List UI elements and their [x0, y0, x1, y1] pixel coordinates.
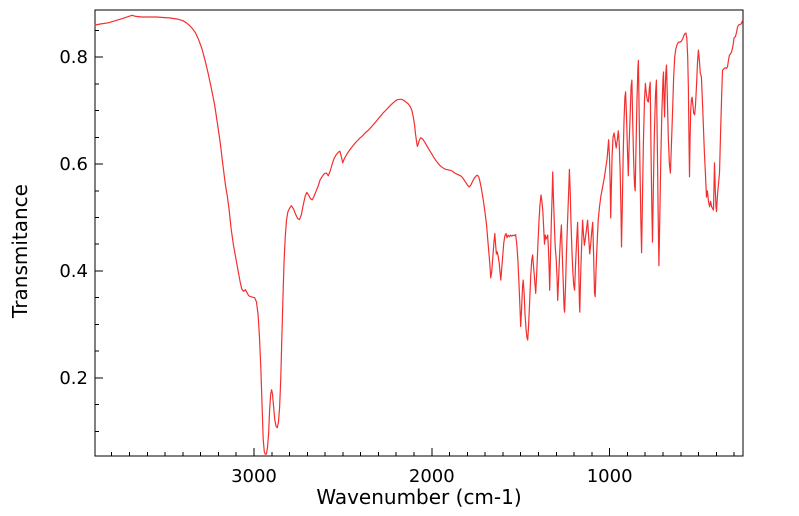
y-tick-label: 0.4: [59, 261, 88, 282]
x-tick-label: 2000: [409, 466, 455, 487]
x-axis-label: Wavenumber (cm-1): [316, 485, 522, 509]
x-tick-label: 3000: [231, 466, 277, 487]
x-tick-label: 1000: [587, 466, 633, 487]
y-tick-label: 0.2: [59, 368, 88, 389]
plot-frame: [94, 9, 744, 457]
y-axis-label: Transmitance: [8, 184, 32, 318]
y-tick-label: 0.8: [59, 47, 88, 68]
spectrum-line: [94, 14, 744, 455]
y-tick-label: 0.6: [59, 154, 88, 175]
